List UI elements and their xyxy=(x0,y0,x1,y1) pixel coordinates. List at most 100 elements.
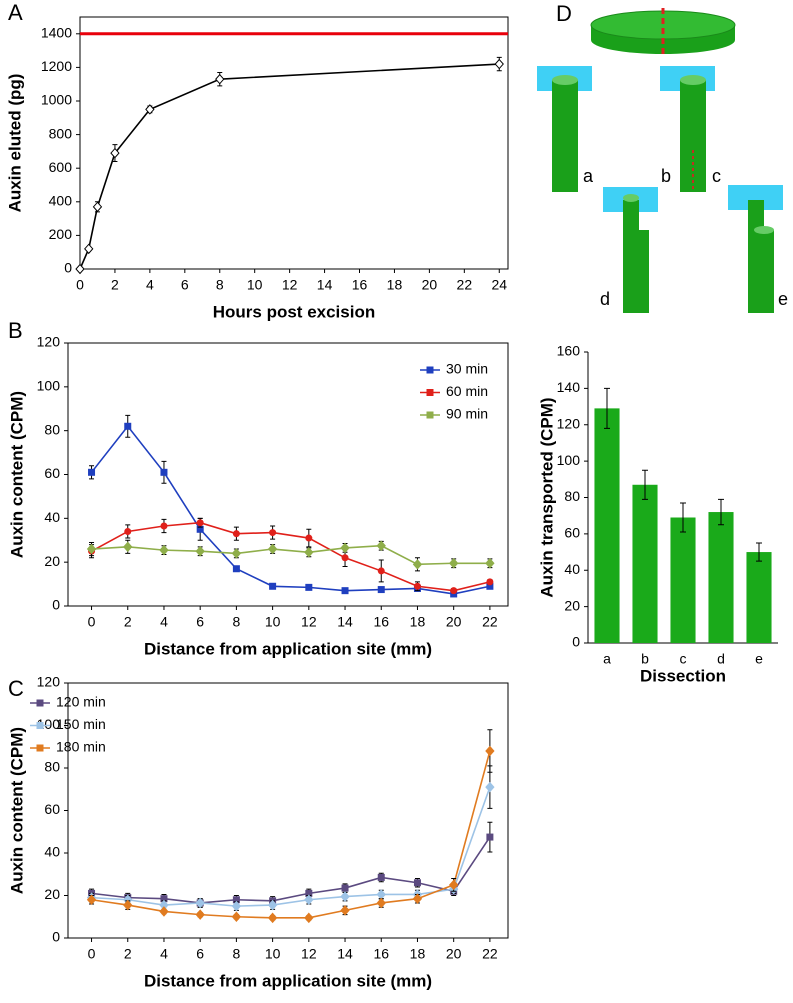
x-tick-label: 0 xyxy=(88,614,96,630)
y-tick-label: 160 xyxy=(557,343,581,359)
y-axis-label: Auxin transported (CPM) xyxy=(537,397,556,597)
legend-swatch xyxy=(426,389,434,396)
x-tick-label: 0 xyxy=(76,277,84,293)
dissection-diagram: D a b c d e xyxy=(537,1,788,313)
series-line xyxy=(91,544,490,566)
x-tick-label: 12 xyxy=(301,614,317,630)
x-tick-label: 22 xyxy=(457,277,473,293)
y-tick-label: 20 xyxy=(44,886,60,902)
x-tick-label: 10 xyxy=(265,946,281,962)
x-tick-label: 2 xyxy=(111,277,119,293)
marker xyxy=(413,879,421,887)
x-tick-label: 4 xyxy=(160,614,168,630)
y-tick-label: 20 xyxy=(564,597,580,613)
plot-frame xyxy=(67,682,509,939)
marker xyxy=(160,468,168,476)
x-tick-label: 2 xyxy=(124,614,132,630)
legend-swatch xyxy=(36,744,44,752)
marker xyxy=(75,263,85,275)
x-tick-label: 14 xyxy=(337,946,353,962)
legend-label: 150 min xyxy=(56,716,106,732)
x-tick-label: 14 xyxy=(317,277,333,293)
x-tick-label: 16 xyxy=(352,277,368,293)
x-tick-label: 18 xyxy=(410,946,426,962)
stem xyxy=(552,80,578,192)
marker xyxy=(304,912,314,924)
marker xyxy=(86,543,97,555)
legend-label: 180 min xyxy=(56,739,106,755)
x-tick-label: 8 xyxy=(232,946,240,962)
x-tick-label: 12 xyxy=(282,277,298,293)
y-tick-label: 1200 xyxy=(41,58,72,74)
marker xyxy=(305,889,313,897)
x-tick-label: 20 xyxy=(422,277,438,293)
series-line xyxy=(91,836,491,904)
marker xyxy=(413,582,421,590)
x-axis-label: Distance from application site (mm) xyxy=(144,971,432,990)
bar xyxy=(632,484,658,643)
marker xyxy=(231,911,242,923)
y-tick-label: 60 xyxy=(44,801,60,817)
marker xyxy=(449,558,459,569)
marker xyxy=(485,745,495,757)
x-tick-label: 20 xyxy=(446,614,462,630)
x-tick-label: 12 xyxy=(301,946,317,962)
stem-top xyxy=(680,75,706,85)
marker xyxy=(304,547,314,558)
y-tick-label: 80 xyxy=(44,759,60,775)
marker xyxy=(304,894,314,906)
y-tick-label: 120 xyxy=(37,334,61,350)
plot-frame xyxy=(79,16,509,270)
marker xyxy=(231,900,242,912)
y-tick-label: 400 xyxy=(49,193,73,209)
bar xyxy=(746,552,772,643)
marker xyxy=(267,899,278,911)
marker xyxy=(159,906,169,917)
legend-swatch xyxy=(426,366,434,374)
series-line xyxy=(90,424,491,595)
y-tick-label: 80 xyxy=(564,488,580,504)
y-tick-label: 60 xyxy=(44,465,60,481)
dissection-label: e xyxy=(778,289,788,309)
marker xyxy=(305,534,313,542)
marker xyxy=(110,147,120,159)
x-tick-label: 8 xyxy=(232,614,240,630)
x-axis-label: Distance from application site (mm) xyxy=(144,639,432,658)
legend-swatch xyxy=(36,699,44,707)
y-tick-label: 140 xyxy=(557,379,581,395)
marker xyxy=(195,909,205,920)
x-tick-label: 22 xyxy=(482,614,498,630)
marker xyxy=(269,529,277,537)
marker xyxy=(341,554,349,562)
y-tick-label: 0 xyxy=(572,634,580,650)
marker xyxy=(86,894,97,906)
marker xyxy=(88,468,96,476)
marker xyxy=(376,889,386,900)
x-tick-label: 4 xyxy=(146,277,154,293)
marker xyxy=(340,891,350,902)
legend-swatch xyxy=(426,411,434,419)
y-tick-label: 120 xyxy=(557,415,581,431)
marker xyxy=(195,545,205,557)
marker xyxy=(160,895,168,903)
x-tick-label: b xyxy=(641,651,649,667)
marker xyxy=(377,567,385,575)
y-tick-label: 20 xyxy=(44,553,60,569)
marker xyxy=(449,879,459,891)
x-tick-label: 6 xyxy=(196,946,204,962)
marker xyxy=(269,582,277,590)
disk-top xyxy=(590,10,736,40)
legend-label: 30 min xyxy=(446,361,488,377)
x-tick-label: 16 xyxy=(373,946,389,962)
stem xyxy=(680,80,706,192)
marker xyxy=(305,583,313,591)
marker xyxy=(377,873,385,881)
series-line xyxy=(91,521,491,592)
legend-swatch xyxy=(36,722,44,729)
y-tick-label: 40 xyxy=(44,844,60,860)
marker xyxy=(215,73,225,85)
stem-top xyxy=(754,226,774,234)
plot-frame xyxy=(67,342,509,607)
bar xyxy=(670,517,696,643)
